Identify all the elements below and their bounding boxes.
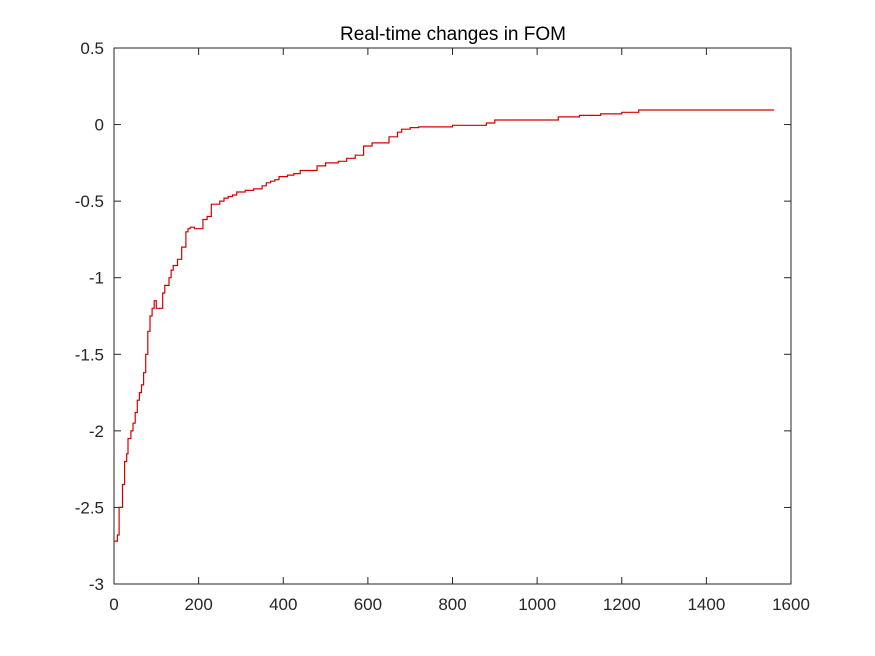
y-axis: -3 -2.5 -2 -1.5 -1 -0.5 0 0.5 [75,39,791,594]
chart-title: Real-time changes in FOM [340,24,566,45]
x-tick-label: 400 [269,595,297,614]
y-tick-label: -1.5 [75,345,104,364]
y-tick-label: -1 [89,269,104,288]
y-tick-label: -2 [89,422,104,441]
x-axis: 0 200 400 600 800 1000 1200 1400 1600 [109,48,810,614]
x-tick-label: 200 [184,595,212,614]
plot-area [113,47,792,585]
x-tick-label: 600 [354,595,382,614]
x-tick-label: 1400 [687,595,725,614]
x-tick-label: 0 [109,595,118,614]
x-tick-label: 1200 [603,595,641,614]
y-tick-label: -0.5 [75,192,104,211]
x-tick-label: 800 [438,595,466,614]
y-tick-label: 0 [95,116,104,135]
x-tick-label: 1600 [772,595,810,614]
y-tick-label: 0.5 [80,39,104,58]
series-line [114,109,775,542]
y-tick-label: -2.5 [75,498,104,517]
x-tick-label: 1000 [518,595,556,614]
y-tick-label: -3 [89,575,104,594]
